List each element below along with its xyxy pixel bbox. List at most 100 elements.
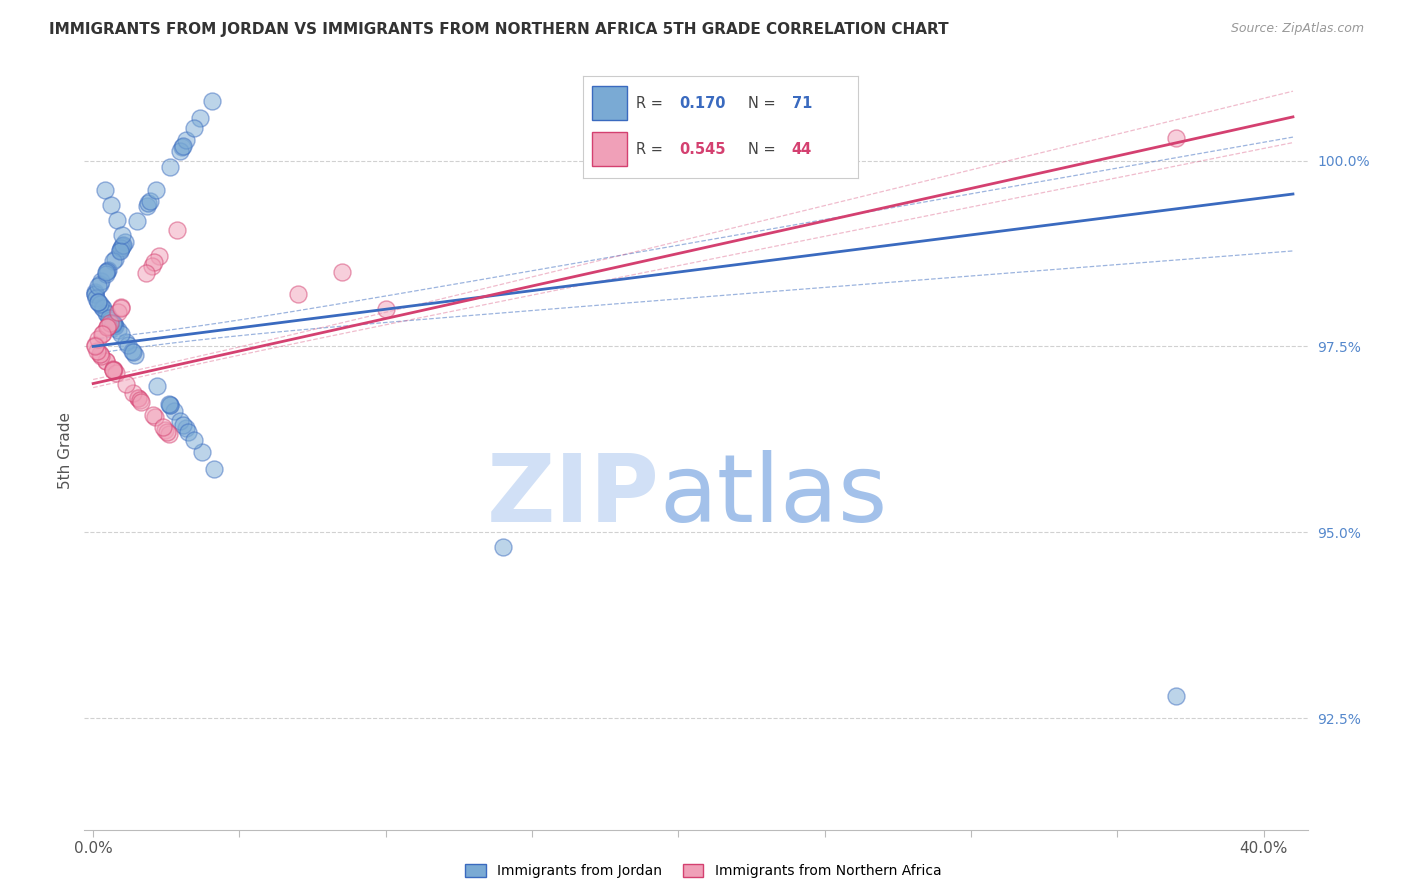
Point bbox=[172, 417, 194, 432]
Point bbox=[127, 392, 149, 406]
Point bbox=[111, 227, 134, 242]
Point bbox=[1164, 689, 1187, 703]
Point bbox=[101, 316, 124, 330]
Point bbox=[156, 425, 179, 440]
Bar bbox=[592, 87, 627, 120]
Point bbox=[89, 347, 111, 361]
Point bbox=[108, 244, 131, 258]
Point bbox=[104, 252, 127, 266]
Point bbox=[103, 363, 125, 377]
Y-axis label: 5th Grade: 5th Grade bbox=[58, 412, 73, 489]
Bar bbox=[592, 132, 627, 166]
Point bbox=[202, 462, 225, 476]
Point bbox=[87, 295, 110, 310]
Point bbox=[104, 319, 127, 334]
Point bbox=[138, 194, 160, 208]
Text: IMMIGRANTS FROM JORDAN VS IMMIGRANTS FROM NORTHERN AFRICA 5TH GRADE CORRELATION : IMMIGRANTS FROM JORDAN VS IMMIGRANTS FRO… bbox=[49, 22, 949, 37]
Point bbox=[129, 394, 152, 409]
Point bbox=[94, 354, 117, 368]
Point bbox=[103, 317, 125, 331]
Point bbox=[84, 291, 107, 305]
Point bbox=[174, 421, 197, 435]
Point bbox=[127, 214, 149, 228]
Point bbox=[183, 120, 205, 135]
Point bbox=[157, 397, 180, 411]
Point bbox=[287, 287, 309, 301]
Text: 44: 44 bbox=[792, 142, 813, 157]
Point bbox=[169, 144, 191, 158]
Point bbox=[172, 140, 194, 154]
Text: atlas: atlas bbox=[659, 450, 887, 542]
Point bbox=[135, 199, 157, 213]
Point bbox=[112, 238, 135, 252]
Point bbox=[157, 427, 180, 442]
Point bbox=[121, 344, 143, 359]
Point bbox=[96, 264, 118, 278]
Point bbox=[103, 317, 125, 331]
Text: R =: R = bbox=[636, 142, 666, 157]
Point bbox=[83, 339, 105, 353]
Point bbox=[94, 183, 117, 197]
Point bbox=[91, 301, 114, 315]
Point bbox=[111, 239, 134, 253]
Point bbox=[110, 327, 132, 342]
Point bbox=[103, 254, 125, 268]
Point bbox=[155, 423, 177, 437]
Point bbox=[107, 305, 129, 319]
Point bbox=[107, 323, 129, 337]
Point bbox=[128, 393, 150, 408]
Point bbox=[90, 349, 112, 363]
Text: 71: 71 bbox=[792, 95, 813, 111]
Point bbox=[110, 241, 132, 255]
Point bbox=[105, 366, 128, 380]
Point bbox=[143, 254, 166, 268]
Point bbox=[87, 294, 110, 309]
Point bbox=[100, 198, 122, 212]
Text: 0.545: 0.545 bbox=[679, 142, 725, 157]
Point bbox=[117, 338, 139, 352]
Point bbox=[115, 335, 138, 350]
Point bbox=[103, 362, 125, 376]
Point bbox=[159, 398, 181, 412]
Point bbox=[108, 244, 131, 258]
Point bbox=[110, 300, 132, 314]
Point bbox=[83, 338, 105, 352]
Point bbox=[96, 319, 118, 334]
Point bbox=[200, 94, 222, 108]
Text: N =: N = bbox=[748, 95, 780, 111]
Point bbox=[83, 287, 105, 301]
Point bbox=[138, 196, 160, 211]
Point bbox=[183, 433, 205, 447]
Point bbox=[96, 320, 118, 334]
Point bbox=[90, 274, 112, 288]
Point bbox=[124, 348, 146, 362]
Point bbox=[89, 277, 111, 291]
Point bbox=[87, 278, 110, 293]
Point bbox=[141, 408, 163, 422]
Point bbox=[166, 223, 188, 237]
Point bbox=[94, 354, 117, 368]
Point bbox=[177, 425, 200, 439]
Text: 0.170: 0.170 bbox=[679, 95, 725, 111]
Point bbox=[172, 139, 194, 153]
Point bbox=[83, 285, 105, 299]
Point bbox=[94, 306, 117, 320]
Point bbox=[96, 307, 118, 321]
Point bbox=[89, 347, 111, 361]
Point bbox=[87, 333, 110, 347]
Point bbox=[148, 249, 170, 263]
Point bbox=[162, 404, 184, 418]
Point bbox=[98, 311, 121, 326]
Point bbox=[91, 326, 114, 340]
Point bbox=[159, 160, 181, 174]
Point bbox=[91, 326, 114, 341]
Text: ZIP: ZIP bbox=[486, 450, 659, 542]
Point bbox=[86, 343, 108, 358]
Text: N =: N = bbox=[748, 142, 780, 157]
Point bbox=[141, 259, 163, 273]
Point bbox=[103, 318, 125, 333]
Point bbox=[114, 235, 136, 249]
Point bbox=[492, 540, 515, 554]
Point bbox=[143, 410, 166, 425]
Point bbox=[122, 385, 145, 400]
